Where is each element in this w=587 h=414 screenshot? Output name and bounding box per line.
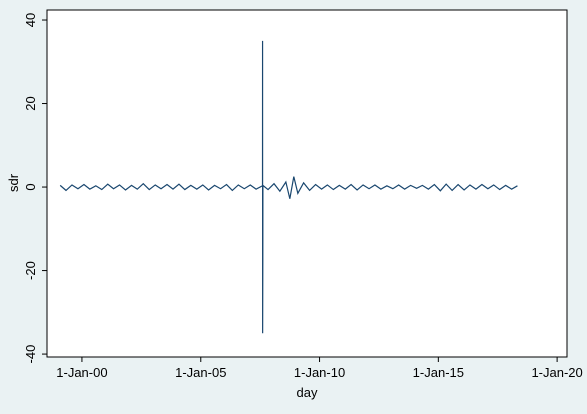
y-tick-label: 0 [23,183,38,190]
plot-area [46,9,568,358]
x-tick-label: 1-Jan-15 [413,365,464,380]
y-tick-label: -40 [23,345,38,364]
data-line [59,40,518,334]
y-tick-label: 20 [23,96,38,110]
y-tick-label: 40 [23,13,38,27]
x-tick-label: 1-Jan-20 [531,365,582,380]
x-tick-label: 1-Jan-10 [294,365,345,380]
x-axis-title: day [297,385,318,400]
x-tick-label: 1-Jan-00 [56,365,107,380]
x-tick-label: 1-Jan-05 [175,365,226,380]
y-tick-label: -20 [23,261,38,280]
y-axis-title: sdr [6,173,21,192]
